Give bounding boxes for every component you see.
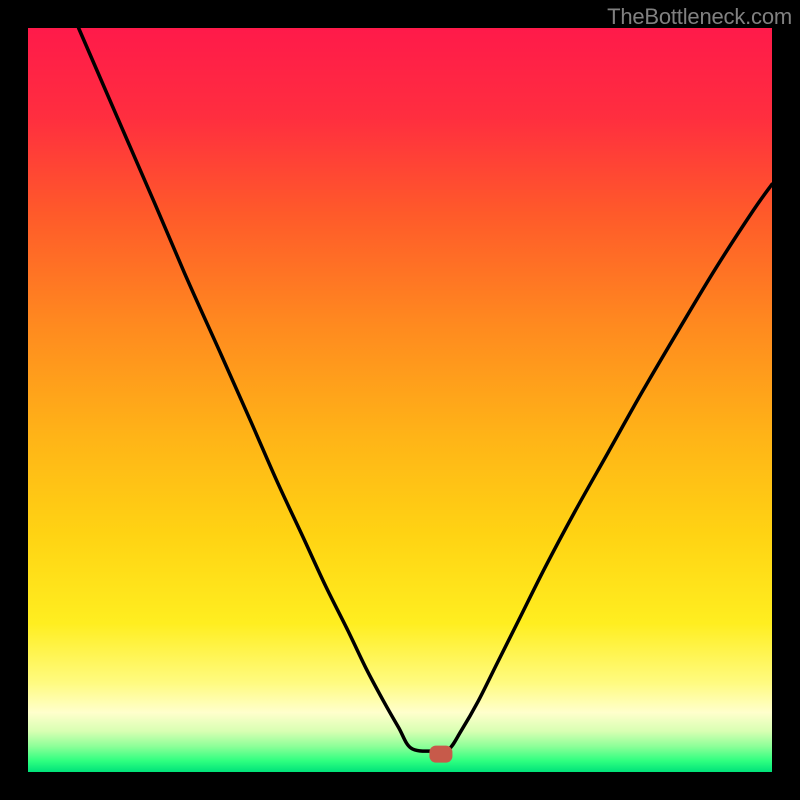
min-marker bbox=[430, 746, 452, 762]
bottleneck-chart bbox=[0, 0, 800, 800]
plot-background-gradient bbox=[28, 28, 772, 772]
watermark-text: TheBottleneck.com bbox=[607, 4, 792, 30]
